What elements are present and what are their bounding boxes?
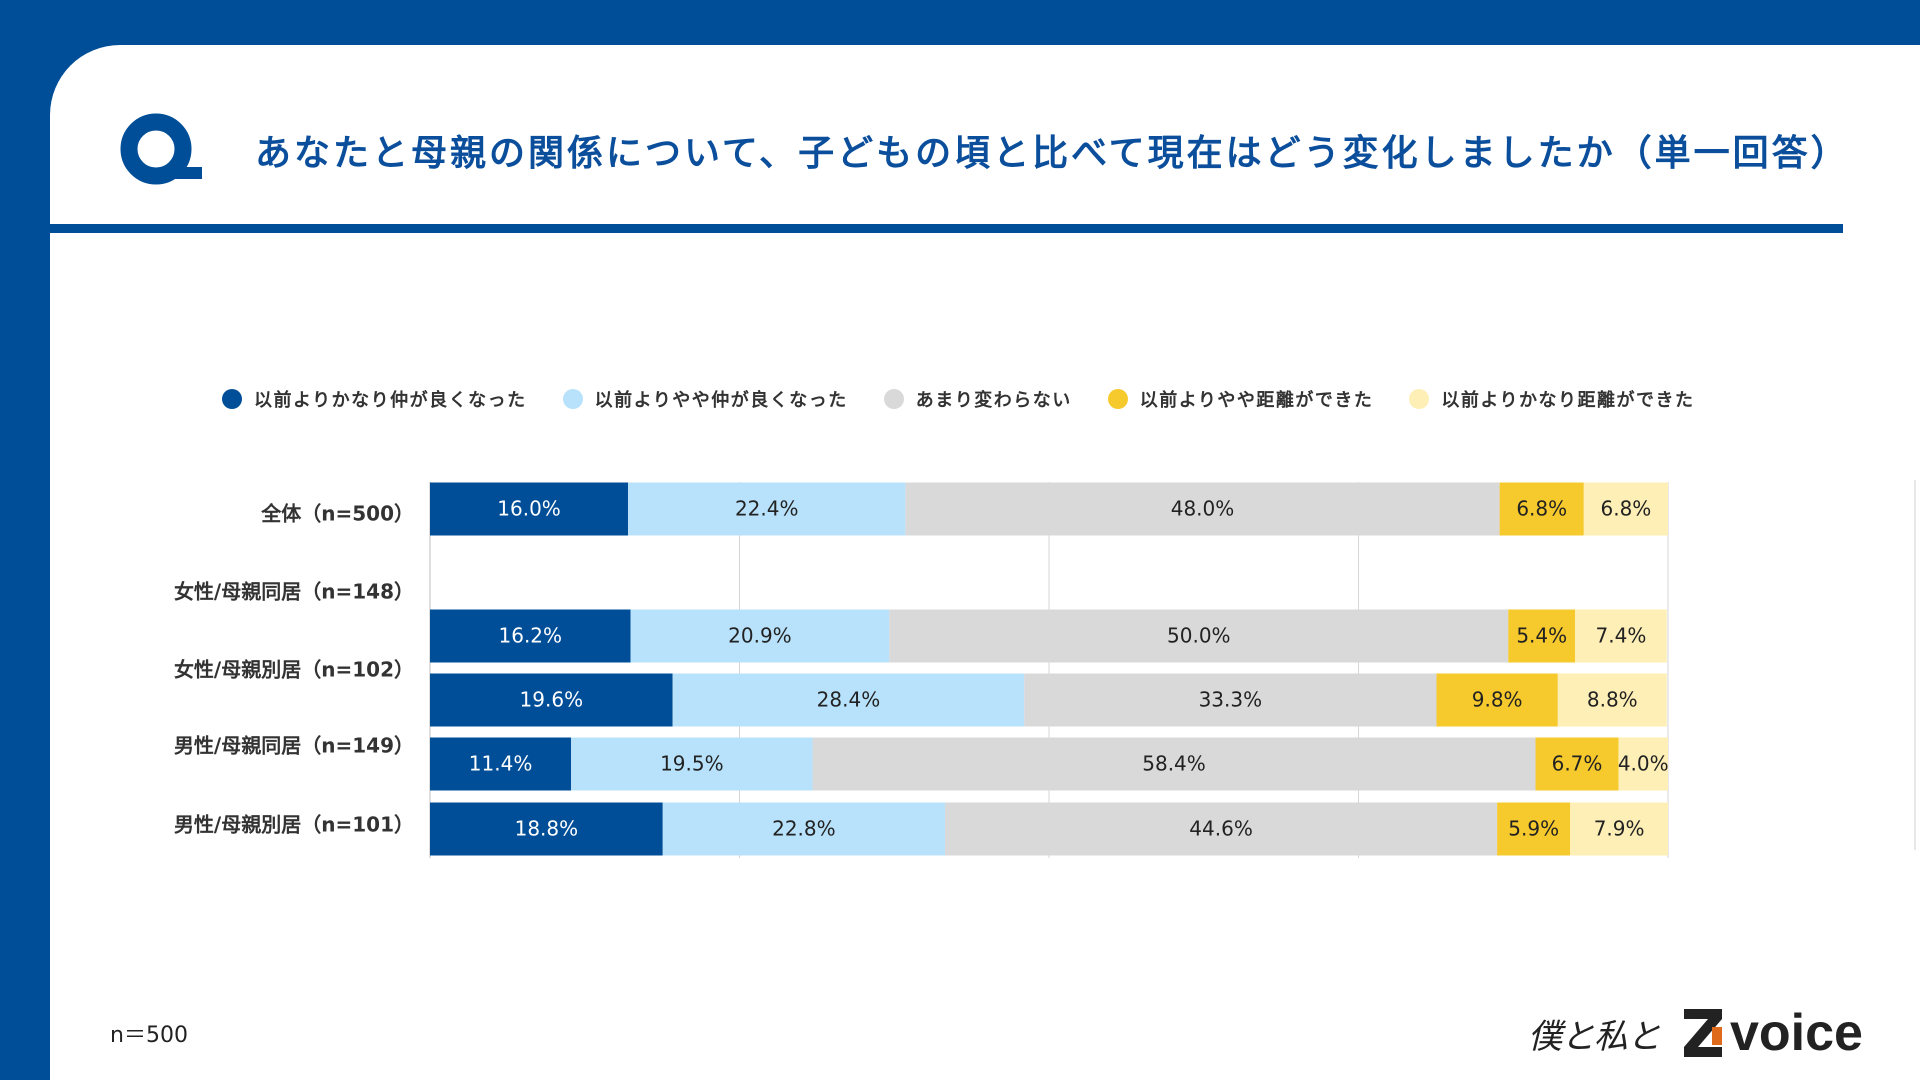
bar-segment xyxy=(662,802,946,856)
data-label: 9.8% xyxy=(1472,688,1523,712)
bar-segment xyxy=(1557,673,1667,727)
data-label: 48.0% xyxy=(1171,497,1235,521)
bar-segment xyxy=(630,609,890,663)
category-label: 男性/母親別居（n=101） xyxy=(174,813,414,837)
data-label: 5.4% xyxy=(1516,624,1567,648)
legend-item-much-distant: 以前よりかなり距離ができた xyxy=(1409,386,1694,412)
bar-segment xyxy=(1618,737,1668,791)
data-label: 20.9% xyxy=(728,624,792,648)
data-label: 6.8% xyxy=(1601,497,1652,521)
bar-segment xyxy=(430,609,631,663)
page-title: あなたと母親の関係について、子どもの頃と比べて現在はどう変化しましたか（単一回答… xyxy=(255,133,1850,174)
category-label: 男性/母親同居（n=149） xyxy=(174,734,414,758)
legend-label: あまり変わらない xyxy=(915,390,1072,411)
legend-label: 以前よりやや距離ができた xyxy=(1139,390,1374,411)
brand-logo: 僕と私と voice xyxy=(1528,998,1863,1068)
legend-swatch-icon xyxy=(883,389,904,409)
legend-item-slightly-better: 以前よりやや仲が良くなった xyxy=(562,386,848,412)
data-label: 19.5% xyxy=(660,752,724,776)
brand-z-icon xyxy=(1684,1009,1722,1057)
data-label: 7.9% xyxy=(1594,817,1645,841)
bar-segment xyxy=(1583,482,1668,536)
legend-label: 以前よりやや仲が良くなった xyxy=(594,390,848,411)
data-label: 18.8% xyxy=(515,817,579,841)
data-label: 16.2% xyxy=(499,624,563,648)
bar-segment xyxy=(672,673,1025,727)
bar-segment xyxy=(1535,737,1619,791)
data-label: 7.4% xyxy=(1596,624,1647,648)
brand-voice-text: voice xyxy=(1730,1004,1863,1062)
legend-swatch-icon xyxy=(1409,389,1430,409)
bar-segment xyxy=(628,482,906,536)
bar-segment xyxy=(812,737,1536,791)
data-label: 58.4% xyxy=(1142,752,1206,776)
data-label: 6.7% xyxy=(1552,752,1603,776)
chart-legend: 以前よりかなり仲が良くなった 以前よりやや仲が良くなった あまり変わらない 以前… xyxy=(222,386,1731,412)
bar-segment xyxy=(1499,482,1584,536)
data-label: 11.4% xyxy=(469,752,533,776)
bar-segment xyxy=(430,802,663,856)
legend-item-no-change: あまり変わらない xyxy=(883,386,1072,412)
edge-divider xyxy=(1914,480,1916,850)
title-divider xyxy=(50,224,1843,233)
legend-item-slightly-distant: 以前よりやや距離ができた xyxy=(1107,386,1374,412)
legend-swatch-icon xyxy=(1107,389,1128,409)
bar-segment xyxy=(1575,609,1667,663)
data-label: 22.4% xyxy=(735,497,799,521)
sample-size-note: n＝500 xyxy=(110,1023,188,1048)
category-label: 女性/母親同居（n=148） xyxy=(174,580,414,604)
bar-segment xyxy=(1497,802,1571,856)
content-card xyxy=(50,45,1920,1080)
category-label: 女性/母親別居（n=102） xyxy=(174,658,414,682)
data-label: 16.0% xyxy=(497,497,561,521)
bar-segment xyxy=(1436,673,1558,727)
bar-segment xyxy=(1024,673,1437,727)
bar-segment xyxy=(945,802,1498,856)
data-label: 6.8% xyxy=(1516,497,1567,521)
bar-segment xyxy=(1570,802,1668,856)
bar-segment xyxy=(430,482,629,536)
category-label: 全体（n=500） xyxy=(260,502,414,526)
legend-item-much-better: 以前よりかなり仲が良くなった xyxy=(222,386,527,412)
legend-swatch-icon xyxy=(222,389,242,409)
bar-segment xyxy=(889,609,1509,663)
legend-swatch-icon xyxy=(562,389,583,409)
data-label: 50.0% xyxy=(1167,624,1231,648)
bar-segment xyxy=(571,737,813,791)
bar-segment xyxy=(905,482,1500,536)
legend-label: 以前よりかなり仲が良くなった xyxy=(254,390,527,411)
data-label: 5.9% xyxy=(1508,817,1559,841)
data-label: 28.4% xyxy=(817,688,881,712)
bar-segment xyxy=(430,737,572,791)
data-label: 22.8% xyxy=(772,817,836,841)
data-label: 8.8% xyxy=(1587,688,1638,712)
data-label: 33.3% xyxy=(1199,688,1263,712)
data-label: 19.6% xyxy=(520,688,584,712)
legend-label: 以前よりかなり距離ができた xyxy=(1441,390,1695,411)
bar-segment xyxy=(430,673,673,727)
brand-script-text: 僕と私と xyxy=(1528,1016,1661,1057)
data-label: 4.0% xyxy=(1618,752,1669,776)
data-label: 44.6% xyxy=(1189,817,1253,841)
bar-segment xyxy=(1508,609,1576,663)
question-q-icon xyxy=(120,113,202,185)
